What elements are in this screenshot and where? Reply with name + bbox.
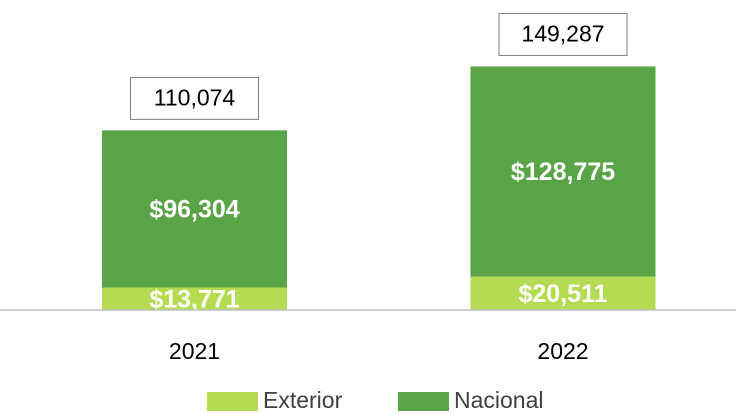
bar-segment [470,276,656,310]
value-label: $96,304 [149,196,239,224]
x-tick-label: 2022 [537,338,588,364]
total-box [498,12,628,56]
value-label: $128,775 [511,158,615,186]
x-tick-label: 2021 [169,338,220,364]
legend-label: Exterior [263,387,343,413]
total-box [130,76,259,120]
bar-segment [470,66,656,277]
legend-swatch [398,392,449,411]
plot-area: $13,771 $96,304 $20,511 $128,775 [102,66,656,313]
legend-swatch [207,392,258,411]
value-label: $20,511 [519,280,608,308]
bar-segment [102,287,287,310]
bar-segment [102,130,287,288]
total-label: 149,287 [521,21,604,47]
value-label: $13,771 [149,285,239,313]
total-label: 110,074 [154,84,236,110]
legend-label: Nacional [454,387,544,413]
